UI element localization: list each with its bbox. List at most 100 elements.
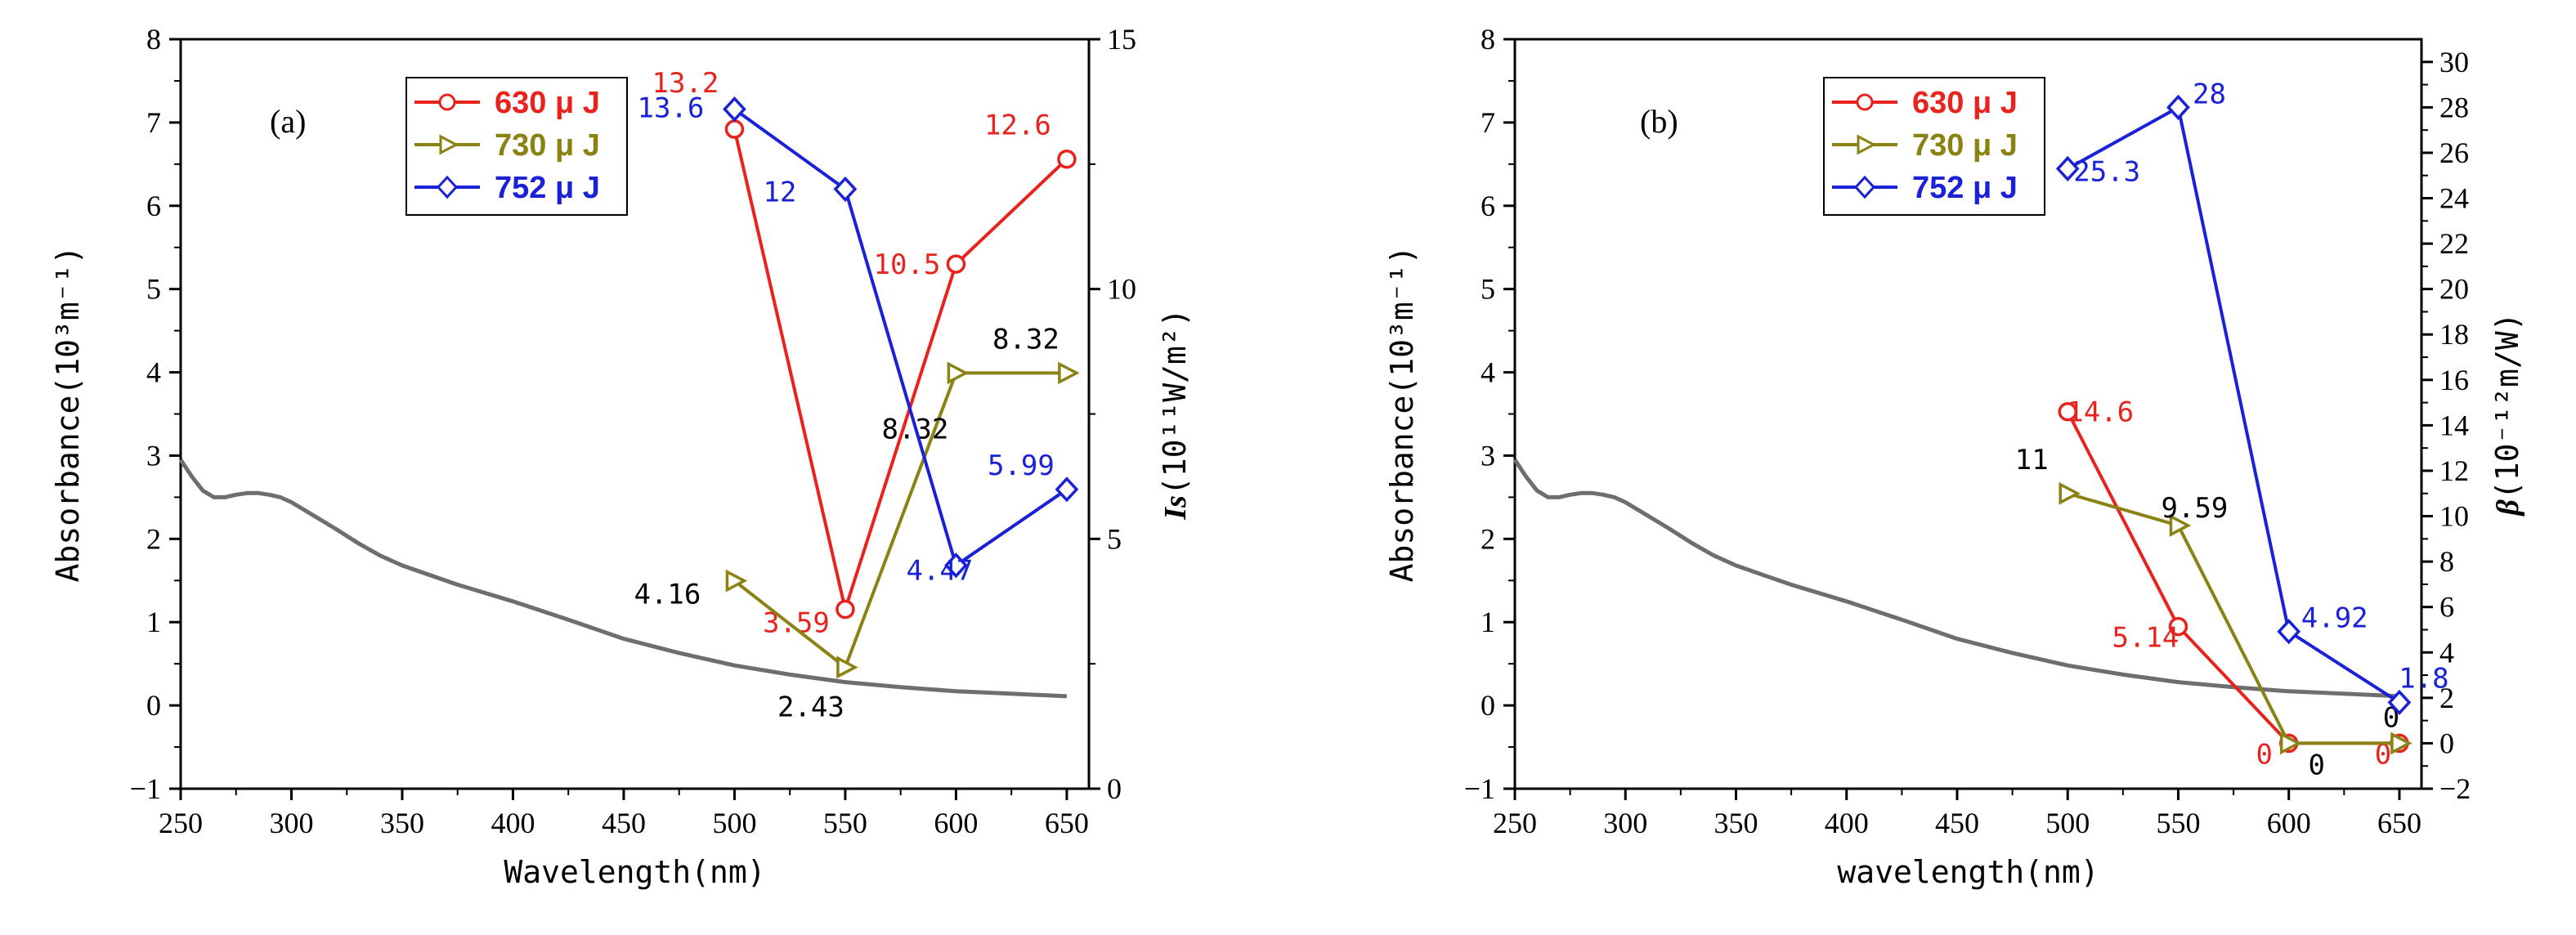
y-right-tick-label: 8: [2439, 545, 2454, 578]
y-left-axis-label: Absorbance(10³m⁻¹): [1384, 246, 1420, 583]
y-right-tick-label: 22: [2439, 227, 2469, 260]
y-left-tick-label: 5: [1481, 273, 1495, 306]
data-point: [2169, 514, 2192, 537]
y-left-tick-label: −1: [130, 772, 161, 805]
data-label: 28: [2193, 78, 2226, 110]
y-right-tick-label: 0: [2439, 727, 2454, 759]
y-right-tick-label: 2: [2439, 682, 2454, 714]
y-left-tick-label: 8: [146, 23, 161, 56]
y-left-tick-label: 2: [146, 522, 161, 555]
y-right-tick-label: 30: [2439, 46, 2469, 78]
data-point: [2168, 616, 2188, 637]
y-left-tick-label: 7: [1481, 106, 1495, 139]
x-tick-label: 300: [269, 807, 313, 839]
data-label: 25.3: [2073, 155, 2140, 188]
data-point: [836, 599, 855, 620]
y-left-tick-label: 7: [146, 106, 161, 139]
absorbance-curve: [178, 459, 1068, 699]
x-tick-label: 550: [2156, 807, 2200, 839]
x-tick-label: 350: [380, 807, 424, 839]
y-right-tick-label: 16: [2439, 364, 2469, 396]
legend: 630 μ J 730 μ J 752 μ J: [1823, 77, 2045, 216]
x-tick-label: 350: [1714, 807, 1758, 839]
data-point: [836, 655, 858, 679]
y-right-tick-label: 4: [2439, 636, 2454, 669]
legend-label: 752 μ J: [1912, 171, 2018, 205]
data-label: 12: [763, 176, 796, 208]
data-label: 0: [2308, 749, 2324, 781]
legend-label: 630 μ J: [1912, 86, 2018, 120]
data-label: 4.16: [634, 579, 701, 611]
data-point: [724, 119, 745, 139]
absorbance-curve: [1512, 459, 2400, 699]
y-right-tick-label: 10: [2439, 500, 2469, 533]
data-point: [2277, 619, 2301, 645]
y-left-tick-label: 4: [146, 356, 161, 389]
x-tick-label: 500: [712, 807, 756, 839]
x-tick-label: 400: [491, 807, 535, 839]
x-tick-label: 450: [602, 807, 646, 839]
x-tick-label: 400: [1825, 807, 1869, 839]
chart-panel-a: 250 300 350 400 450 500 550 600 650−101234567805…: [50, 23, 1193, 890]
legend-item: 730 μ J: [414, 128, 600, 163]
series-2: 11 9.59 0 0: [2015, 444, 2412, 781]
y-right-axis-symbol: Is: [1158, 495, 1193, 521]
y-right-axis-label: β(10⁻¹²m/W): [2489, 312, 2525, 517]
y-right-tick-label: 15: [1107, 23, 1136, 56]
y-left-tick-label: 3: [146, 439, 161, 472]
legend-item: 630 μ J: [414, 86, 600, 120]
y-right-tick-label: 5: [1107, 522, 1122, 555]
series-line: [2067, 105, 2401, 705]
data-label: 4.92: [2301, 602, 2368, 635]
data-point: [944, 552, 968, 579]
y-right-axis-symbol: β: [2491, 499, 2525, 517]
data-point: [1055, 476, 1079, 503]
y-right-axis-unit: (10¹¹W/m²): [1157, 308, 1193, 495]
y-left-tick-label: 3: [1481, 439, 1495, 472]
legend-label: 730 μ J: [1912, 128, 2018, 163]
legend-marker: [1857, 134, 1877, 155]
y-left-tick-label: 6: [1481, 190, 1495, 222]
data-label: 0: [2256, 738, 2272, 771]
x-tick-label: 450: [1935, 807, 1979, 839]
legend-marker: [438, 93, 456, 111]
legend-item: 730 μ J: [1832, 128, 2018, 163]
data-label: 5.14: [2112, 622, 2180, 655]
data-label: 1.8: [2399, 662, 2448, 695]
legend-marker: [1856, 93, 1874, 111]
legend-marker: [1853, 175, 1876, 199]
y-right-tick-label: 12: [2439, 454, 2469, 487]
data-point: [947, 361, 970, 385]
y-left-tick-label: 2: [1481, 522, 1495, 555]
data-label: 2.43: [777, 691, 844, 723]
data-label: 11: [2015, 444, 2049, 476]
chart-panel-b: 250 300 350 400 450 500 550 600 650−1012345678−2…: [1384, 23, 2525, 890]
x-tick-label: 650: [2377, 807, 2421, 839]
y-left-tick-label: 0: [146, 689, 161, 722]
y-left-tick-label: 8: [1481, 23, 1495, 56]
data-label: 13.6: [637, 92, 704, 125]
y-right-tick-label: −2: [2439, 772, 2471, 805]
data-point: [833, 176, 858, 202]
legend-marker: [439, 134, 459, 155]
y-left-tick-label: 1: [1481, 606, 1495, 638]
data-point: [2055, 155, 2080, 181]
data-point: [725, 569, 748, 593]
y-right-tick-label: 28: [2439, 91, 2469, 123]
data-label: 8.32: [992, 323, 1060, 356]
x-tick-label: 300: [1603, 807, 1647, 839]
series-line: [733, 371, 1067, 670]
data-label: 12.6: [984, 110, 1051, 142]
panel-letter: (a): [270, 103, 306, 140]
x-tick-label: 550: [823, 807, 867, 839]
series-1: 14.6 5.14 0 0: [2058, 396, 2409, 771]
series-line: [2067, 491, 2399, 745]
legend-item: 752 μ J: [414, 171, 600, 205]
data-point: [946, 254, 966, 274]
y-right-tick-label: 6: [2439, 591, 2454, 624]
data-label: 4.47: [906, 555, 973, 588]
data-label: 9.59: [2162, 492, 2229, 525]
x-tick-label: 650: [1045, 807, 1089, 839]
